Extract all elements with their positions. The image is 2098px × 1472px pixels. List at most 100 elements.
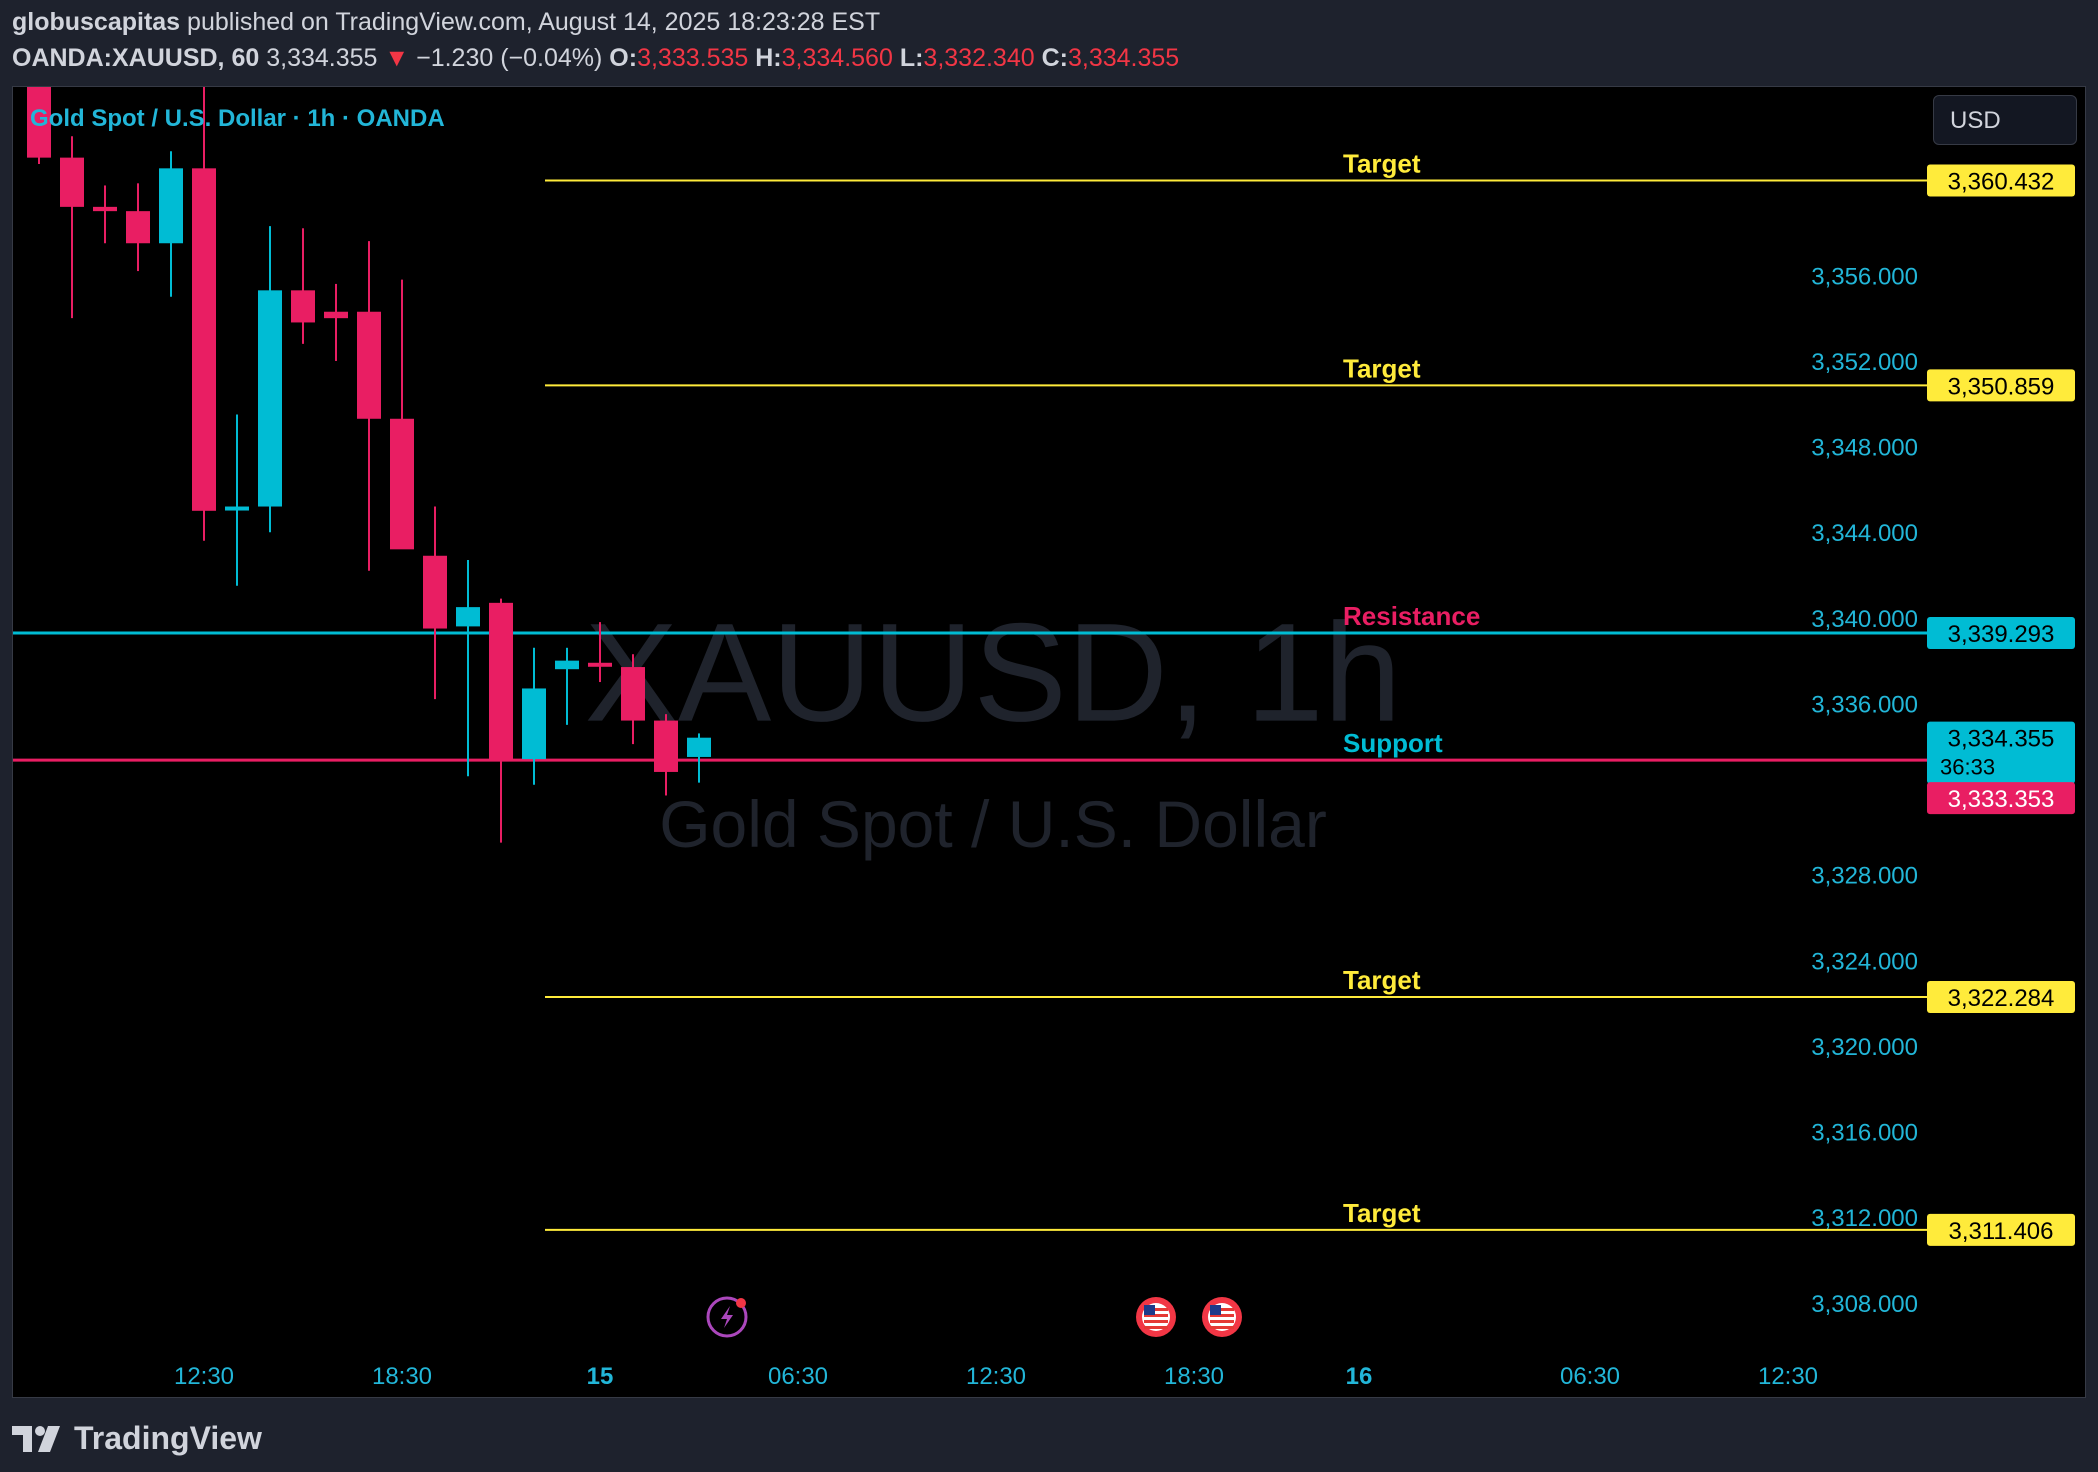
- x-axis-tick-label: 18:30: [1164, 1363, 1224, 1390]
- candle-body: [126, 211, 150, 244]
- open-label: O:: [609, 44, 638, 72]
- target-price-badge: [1927, 1213, 2075, 1246]
- y-axis-tick-label: 3,320.000: [1811, 1034, 1918, 1061]
- watermark-description: Gold Spot / U.S. Dollar: [659, 787, 1327, 861]
- candle-body: [258, 290, 282, 507]
- support-price-value: 3,333.353: [1948, 786, 2055, 813]
- symbol-info-bar: OANDA:XAUUSD, 60 3,334.355 ▼ −1.230 (−0.…: [12, 44, 1179, 73]
- candle-body: [654, 720, 678, 772]
- flag-canton: [1144, 1305, 1155, 1315]
- candle-body: [687, 737, 711, 757]
- flag-stripe: [1144, 1314, 1168, 1317]
- candle-body: [159, 168, 183, 244]
- resistance-label: Resistance: [1343, 601, 1480, 631]
- candle-body: [93, 206, 117, 212]
- low-value: 3,332.340: [923, 44, 1035, 72]
- y-axis-tick-label: 3,344.000: [1811, 520, 1918, 547]
- y-axis-tick-label: 3,316.000: [1811, 1120, 1918, 1147]
- candle-body: [423, 555, 447, 629]
- x-axis-tick-label: 12:30: [174, 1363, 234, 1390]
- open-value: 3,333.535: [637, 44, 749, 72]
- publish-date: published on TradingView.com, August 14,…: [187, 8, 881, 36]
- y-axis-tick-label: 3,308.000: [1811, 1291, 1918, 1318]
- flag-stripe: [1144, 1320, 1168, 1323]
- bar-countdown: 36:33: [1940, 755, 1995, 780]
- candle-body: [192, 168, 216, 511]
- flag-stripe: [1210, 1314, 1234, 1317]
- candle-body: [60, 157, 84, 207]
- flag-stripe: [1210, 1308, 1234, 1311]
- flag-canton: [1210, 1305, 1221, 1315]
- target-label: Target: [1343, 148, 1421, 178]
- close-value: 3,334.355: [1067, 44, 1180, 72]
- y-axis-tick-label: 3,356.000: [1811, 263, 1918, 290]
- candle-body: [456, 607, 480, 627]
- tradingview-logo-icon: [12, 1426, 60, 1452]
- last-price: 3,334.355: [266, 44, 378, 72]
- current-price-badge: [1927, 721, 2075, 784]
- y-axis-tick-label: 3,312.000: [1811, 1205, 1918, 1232]
- change-down-arrow-icon: ▼: [384, 44, 410, 72]
- price-change: −1.230 (−0.04%): [416, 44, 603, 72]
- event-notification-dot: [736, 1298, 746, 1308]
- target-price-badge: [1927, 369, 2075, 402]
- support-price-badge: [1927, 782, 2075, 815]
- high-label: H:: [755, 44, 782, 72]
- y-axis-tick-label: 3,340.000: [1811, 606, 1918, 633]
- y-axis-tick-label: 3,324.000: [1811, 948, 1918, 975]
- flag-stripe: [1144, 1326, 1168, 1329]
- target-price-badge: [1927, 164, 2075, 197]
- target-price-value: 3,350.859: [1948, 373, 2055, 400]
- target-price-value: 3,311.406: [1949, 1218, 2054, 1245]
- target-price-badge: [1927, 981, 2075, 1014]
- y-axis-tick-label: 3,352.000: [1811, 349, 1918, 376]
- x-axis-tick-label: 06:30: [1560, 1363, 1620, 1390]
- target-price-value: 3,322.284: [1948, 985, 2055, 1012]
- y-axis-tick-label: 3,336.000: [1811, 691, 1918, 718]
- lightning-bolt-shape: [721, 1306, 733, 1328]
- candle-body: [522, 688, 546, 760]
- candle-body: [27, 87, 51, 158]
- series-legend[interactable]: Gold Spot / U.S. Dollar · 1h · OANDA: [30, 105, 445, 132]
- author-name[interactable]: globuscapitas: [12, 8, 181, 36]
- candle-body: [489, 602, 513, 762]
- candle-body: [621, 667, 645, 721]
- candle-body: [291, 290, 315, 323]
- price-chart[interactable]: XAUUSD, 1h Gold Spot / U.S. Dollar 3,356.0…: [13, 87, 2085, 1397]
- publish-info: globuscapitas published on TradingView.c…: [12, 8, 880, 37]
- chart-panel[interactable]: XAUUSD, 1h Gold Spot / U.S. Dollar 3,356.0…: [12, 86, 2086, 1398]
- x-axis-tick-label: 06:30: [768, 1363, 828, 1390]
- target-label: Target: [1343, 965, 1421, 995]
- target-label: Target: [1343, 353, 1421, 383]
- y-axis-tick-label: 3,348.000: [1811, 435, 1918, 462]
- x-axis-tick-label: 16: [1346, 1363, 1373, 1390]
- x-axis-tick-label: 18:30: [372, 1363, 432, 1390]
- flag-stripe: [1210, 1326, 1234, 1329]
- x-axis-tick-label: 12:30: [966, 1363, 1026, 1390]
- support-label: Support: [1343, 728, 1443, 758]
- candle-body: [357, 311, 381, 419]
- flag-stripe: [1144, 1308, 1168, 1311]
- x-axis-tick-label: 15: [587, 1363, 614, 1390]
- candle-body: [324, 311, 348, 319]
- current-price-value: 3,334.355: [1948, 726, 2055, 753]
- resistance-price-badge: [1927, 616, 2075, 649]
- candle-body: [390, 418, 414, 550]
- tradingview-wordmark: TradingView: [74, 1419, 262, 1456]
- flag-stripe: [1210, 1320, 1234, 1323]
- currency-button[interactable]: USD: [1933, 95, 2077, 145]
- high-value: 3,334.560: [781, 44, 893, 72]
- target-label: Target: [1343, 1198, 1421, 1228]
- candle-body: [555, 660, 579, 670]
- watermark-symbol: XAUUSD, 1h: [585, 594, 1402, 751]
- close-label: C:: [1041, 44, 1068, 72]
- candle-body: [225, 506, 249, 511]
- low-label: L:: [899, 44, 924, 72]
- y-axis-tick-label: 3,328.000: [1811, 863, 1918, 890]
- symbol-label: OANDA:XAUUSD, 60: [12, 44, 260, 72]
- footer-brand[interactable]: TradingView: [12, 1418, 262, 1458]
- target-price-value: 3,360.432: [1948, 168, 2055, 195]
- x-axis-tick-label: 12:30: [1758, 1363, 1818, 1390]
- candle-body: [588, 662, 612, 667]
- resistance-price-value: 3,339.293: [1948, 621, 2055, 648]
